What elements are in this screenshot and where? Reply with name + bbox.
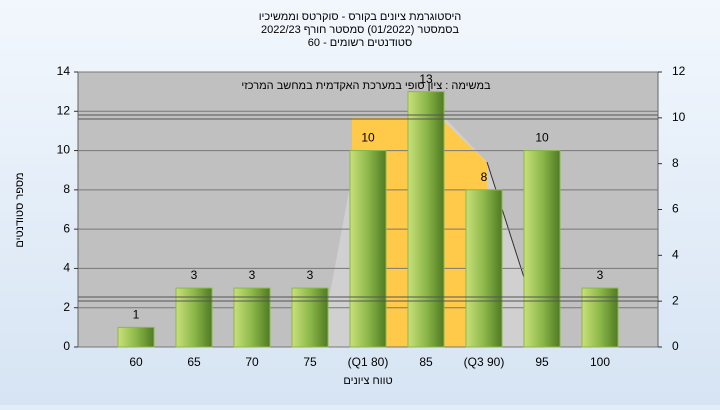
y-tick-label: 12 bbox=[57, 103, 71, 117]
value-label: 3 bbox=[597, 268, 604, 282]
y-tick-label: 4 bbox=[63, 261, 70, 275]
x-tick-label: 85 bbox=[419, 355, 433, 369]
y2-tick-label: 6 bbox=[672, 202, 679, 216]
value-label: 10 bbox=[361, 131, 375, 145]
chart-title: היסטוגרמת ציונים בקורס - סוקרטס וממשיכיו bbox=[259, 11, 462, 23]
bar bbox=[349, 150, 387, 348]
x-axis-label: טווח ציונים bbox=[343, 375, 392, 387]
bar bbox=[523, 150, 561, 348]
value-label: 10 bbox=[535, 131, 549, 145]
value-label: 3 bbox=[191, 268, 198, 282]
y2-tick-label: 0 bbox=[672, 339, 679, 353]
y-axis-label: מספר סטודנטים bbox=[14, 172, 26, 247]
value-label: 13 bbox=[419, 72, 433, 86]
x-tick-label: (Q3 90) bbox=[464, 355, 505, 369]
bar bbox=[175, 287, 213, 348]
bar bbox=[291, 287, 329, 348]
bar bbox=[407, 91, 445, 348]
y2-tick-label: 12 bbox=[672, 64, 686, 78]
annotation: במשימה : ציון סופי במערכת האקדמית במחשב … bbox=[241, 80, 491, 92]
x-tick-label: 70 bbox=[245, 355, 259, 369]
bar bbox=[117, 326, 155, 348]
y2-tick-label: 8 bbox=[672, 156, 679, 170]
y2-tick-label: 4 bbox=[672, 248, 679, 262]
x-tick-label: (Q1 80) bbox=[348, 355, 389, 369]
bar bbox=[233, 287, 271, 348]
chart-title: סטודנטים רשומים - 60 bbox=[308, 37, 412, 49]
value-label: 1 bbox=[133, 308, 140, 322]
bar bbox=[465, 189, 503, 348]
x-tick-label: 75 bbox=[303, 355, 317, 369]
x-tick-label: 65 bbox=[187, 355, 201, 369]
y-tick-label: 6 bbox=[63, 221, 70, 235]
value-label: 8 bbox=[481, 170, 488, 184]
y-tick-label: 14 bbox=[57, 64, 71, 78]
y-tick-label: 0 bbox=[63, 339, 70, 353]
y2-tick-label: 10 bbox=[672, 110, 686, 124]
x-tick-label: 60 bbox=[129, 355, 143, 369]
chart-title: בסמסטר (01/2022) סמסטר חורף 2022/23 bbox=[261, 24, 459, 36]
x-tick-label: 100 bbox=[590, 355, 610, 369]
x-tick-label: 95 bbox=[535, 355, 549, 369]
value-label: 3 bbox=[249, 268, 256, 282]
y-tick-label: 10 bbox=[57, 143, 71, 157]
value-label: 3 bbox=[307, 268, 314, 282]
y-tick-label: 8 bbox=[63, 182, 70, 196]
bar bbox=[581, 287, 619, 348]
y2-tick-label: 2 bbox=[672, 293, 679, 307]
y-tick-label: 2 bbox=[63, 300, 70, 314]
